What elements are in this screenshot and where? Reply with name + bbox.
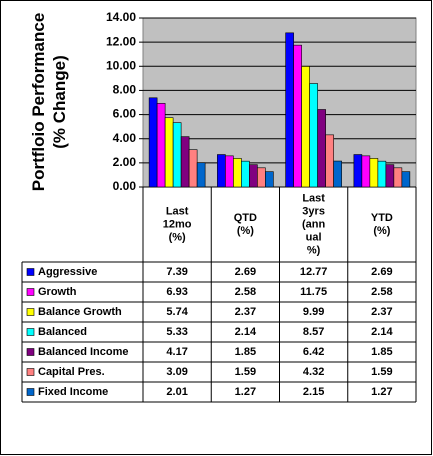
table-value: 2.37 <box>235 306 256 318</box>
bar <box>401 171 411 188</box>
y-tick-label: 0.00 <box>113 179 137 193</box>
legend-label: Growth <box>38 286 77 298</box>
legend-label: Fixed Income <box>38 386 108 398</box>
legend-key <box>26 388 35 396</box>
legend-label: Balance Growth <box>38 306 122 318</box>
x-tick-label: Last 12mo (%) <box>163 205 192 243</box>
bar <box>265 171 274 188</box>
bar <box>241 160 250 188</box>
bar <box>249 164 258 188</box>
bar <box>148 97 158 188</box>
table-value: 2.69 <box>235 266 256 278</box>
bar <box>317 109 326 188</box>
table-value: 1.59 <box>235 366 256 378</box>
bar <box>361 155 371 188</box>
table-value: 1.59 <box>371 366 392 378</box>
bar <box>180 136 190 188</box>
y-tick-label: 10.00 <box>106 58 136 72</box>
table-value: 2.15 <box>303 386 324 398</box>
y-axis-title: Portfloio Performance (% Change) <box>29 13 69 192</box>
y-axis-title-line: (% Change) <box>50 55 69 149</box>
table-value: 4.17 <box>166 346 187 358</box>
y-tick-label: 2.00 <box>113 155 137 169</box>
table-value: 9.99 <box>303 306 324 318</box>
table-value: 2.14 <box>371 326 393 338</box>
bar <box>233 158 242 188</box>
x-tick-label: QTD (%) <box>234 212 257 237</box>
bar <box>301 66 310 188</box>
y-axis-title-line: Portfloio Performance <box>29 13 48 192</box>
x-tick-label: Last 3yrs (ann ual%) <box>302 192 326 256</box>
table-value: 1.27 <box>235 386 256 398</box>
bar <box>188 149 198 188</box>
bar <box>293 44 302 188</box>
table-value: 2.69 <box>371 266 392 278</box>
y-tick-label: 12.00 <box>106 34 136 48</box>
bar <box>325 134 334 188</box>
table-value: 2.58 <box>371 286 392 298</box>
y-tick-label: 8.00 <box>113 83 137 97</box>
table-value: 3.09 <box>166 366 187 378</box>
legend-label: Balanced <box>38 326 87 338</box>
table-value: 8.57 <box>303 326 324 338</box>
bar <box>172 122 182 188</box>
table-value: 7.39 <box>166 266 187 278</box>
bar <box>225 155 234 188</box>
bar <box>353 154 363 188</box>
table-value: 2.37 <box>371 306 392 318</box>
bar <box>377 160 387 188</box>
bar <box>309 83 318 188</box>
legend-label: Aggressive <box>38 266 97 278</box>
table-value: 11.75 <box>300 286 327 298</box>
bar <box>393 167 403 188</box>
legend-key <box>26 328 35 336</box>
legend-key <box>26 288 35 296</box>
bar <box>333 160 342 188</box>
legend-label: Balanced Income <box>38 346 128 358</box>
bar <box>164 117 174 188</box>
y-tick-label: 14.00 <box>106 10 136 24</box>
bar <box>369 158 379 188</box>
table-value: 5.74 <box>166 306 188 318</box>
bar <box>217 154 226 188</box>
x-tick-label: YTD (%) <box>371 212 393 237</box>
y-tick-label: 6.00 <box>113 107 137 121</box>
table-value: 2.01 <box>166 386 187 398</box>
bar <box>285 32 294 188</box>
table-value: 4.32 <box>303 366 324 378</box>
table-value: 1.27 <box>371 386 392 398</box>
table-value: 1.85 <box>235 346 256 358</box>
bar <box>156 103 166 188</box>
table-value: 2.14 <box>235 326 257 338</box>
table-value: 6.93 <box>166 286 187 298</box>
bar <box>385 164 395 188</box>
legend-key <box>26 268 35 276</box>
legend-key <box>26 368 35 376</box>
table-value: 5.33 <box>166 326 187 338</box>
bar <box>257 167 266 188</box>
table-value: 2.58 <box>235 286 256 298</box>
legend-key <box>26 348 35 356</box>
bar <box>196 162 206 188</box>
legend-label: Capital Pres. <box>38 366 105 378</box>
legend-key <box>26 308 35 316</box>
y-tick-label: 4.00 <box>113 131 137 145</box>
table-value: 1.85 <box>371 346 392 358</box>
table-value: 6.42 <box>303 346 324 358</box>
table-value: 12.77 <box>300 266 328 278</box>
